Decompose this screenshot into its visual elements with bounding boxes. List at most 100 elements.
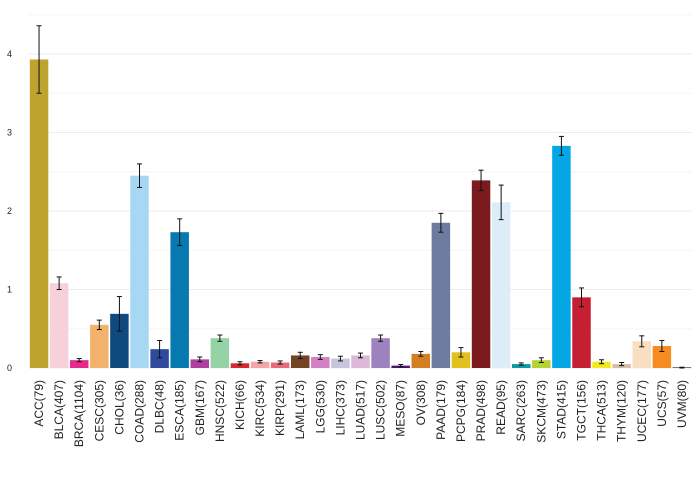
error-bar bbox=[579, 287, 584, 308]
bar-ucec bbox=[632, 341, 652, 368]
bar-blca bbox=[49, 283, 69, 368]
x-tick-label: BLCA(407) bbox=[52, 380, 66, 439]
x-tick-label: CESC(305) bbox=[92, 380, 106, 441]
error-bar bbox=[237, 361, 243, 366]
error-bar bbox=[438, 212, 444, 233]
error-bar bbox=[257, 360, 263, 364]
y-tick-label: 0 bbox=[7, 363, 12, 373]
bar-ucs bbox=[652, 346, 672, 368]
bar-tgct bbox=[572, 297, 591, 368]
bar-dlbc bbox=[150, 349, 169, 368]
bar-cesc bbox=[90, 324, 109, 368]
error-bar bbox=[558, 135, 564, 156]
error-bar bbox=[277, 360, 283, 365]
y-tick-label: 2 bbox=[7, 206, 12, 216]
x-tick-label: CHOL(36) bbox=[112, 380, 126, 435]
x-tick-label: PAAD(179) bbox=[434, 380, 448, 440]
bar-prad bbox=[471, 180, 491, 368]
x-tick-label: PRAD(498) bbox=[474, 380, 488, 441]
x-tick-label: THYM(120) bbox=[615, 380, 629, 442]
error-bars bbox=[36, 25, 685, 369]
x-tick-label: LAML(173) bbox=[293, 380, 307, 439]
error-bar bbox=[217, 334, 223, 342]
x-tick-label: TGCT(156) bbox=[575, 380, 589, 441]
x-tick-label: THCA(513) bbox=[595, 380, 609, 441]
bar-luad bbox=[351, 355, 370, 368]
error-bar bbox=[659, 340, 665, 353]
error-bar bbox=[478, 169, 484, 192]
x-tick-label: LGG(530) bbox=[313, 380, 327, 433]
x-tick-label: MESO(87) bbox=[394, 380, 408, 437]
x-tick-label: KICH(66) bbox=[233, 380, 247, 430]
bar-hnsc bbox=[210, 338, 230, 368]
bar-kirp bbox=[270, 362, 290, 368]
x-axis-ticks: ACC(79) BLCA(407) BRCA(1104) CESC(305) CHOL(… bbox=[32, 380, 689, 447]
x-tick-label: GBM(167) bbox=[193, 380, 207, 435]
error-bar bbox=[498, 184, 504, 221]
bar-stad bbox=[552, 145, 571, 368]
error-bar bbox=[538, 357, 544, 364]
x-tick-label: KIRC(534) bbox=[253, 380, 267, 437]
bar-thca bbox=[592, 361, 611, 368]
error-bar bbox=[639, 335, 645, 348]
error-bar bbox=[378, 334, 384, 342]
error-bar bbox=[36, 25, 42, 94]
x-tick-label: LUSC(502) bbox=[374, 380, 388, 440]
x-tick-label: SKCM(473) bbox=[534, 380, 548, 443]
bar-chol bbox=[110, 313, 129, 368]
x-tick-label: HNSC(522) bbox=[213, 380, 227, 442]
x-tick-label: UCEC(177) bbox=[635, 380, 649, 442]
bar-lgg bbox=[311, 357, 330, 368]
y-tick-label: 3 bbox=[7, 128, 12, 138]
bar-pcpg bbox=[451, 352, 471, 368]
x-tick-label: SARC(263) bbox=[514, 380, 528, 441]
error-bar bbox=[317, 354, 323, 360]
x-tick-label: OV(308) bbox=[414, 380, 428, 425]
error-bar bbox=[337, 355, 343, 362]
x-tick-label: BRCA(1104) bbox=[72, 380, 86, 447]
error-bar bbox=[398, 363, 404, 368]
bar-kirc bbox=[250, 361, 270, 368]
x-tick-label: ESCA(185) bbox=[173, 380, 187, 441]
error-bar bbox=[619, 362, 625, 367]
error-bar bbox=[358, 352, 363, 359]
bars bbox=[29, 59, 692, 369]
error-bar bbox=[137, 163, 142, 188]
y-tick-label: 1 bbox=[7, 285, 12, 295]
bar-brca bbox=[69, 360, 89, 368]
error-bar bbox=[177, 218, 183, 247]
error-bar bbox=[197, 356, 203, 363]
x-tick-label: LUAD(517) bbox=[354, 380, 368, 440]
x-tick-label: STAD(415) bbox=[554, 380, 568, 439]
error-bar bbox=[56, 276, 62, 290]
y-tick-label: 4 bbox=[7, 49, 12, 59]
x-tick-label: ACC(79) bbox=[32, 380, 46, 427]
error-bar bbox=[76, 358, 82, 363]
x-tick-label: READ(95) bbox=[494, 380, 508, 435]
bar-kich bbox=[230, 363, 250, 368]
bar-read bbox=[491, 202, 511, 368]
error-bar bbox=[116, 296, 122, 332]
x-tick-label: DLBC(48) bbox=[153, 380, 167, 433]
bar-paad bbox=[431, 222, 451, 368]
error-bar bbox=[679, 366, 685, 369]
error-bar bbox=[418, 351, 424, 357]
bar-gbm bbox=[190, 359, 210, 368]
bar-acc bbox=[29, 59, 49, 369]
bar-coad bbox=[130, 175, 149, 368]
bar-lusc bbox=[371, 338, 390, 368]
error-bar bbox=[518, 362, 524, 366]
bar-laml bbox=[290, 355, 310, 368]
error-bar bbox=[96, 319, 102, 331]
x-tick-label: UCS(57) bbox=[655, 380, 669, 427]
x-tick-label: COAD(288) bbox=[133, 380, 147, 443]
x-tick-label: PCPG(184) bbox=[454, 380, 468, 442]
bar-lihc bbox=[331, 358, 350, 368]
x-tick-label: UVM(80) bbox=[675, 380, 689, 428]
bar-esca bbox=[170, 232, 189, 368]
error-bar bbox=[157, 340, 163, 359]
error-bar bbox=[599, 359, 605, 365]
x-tick-label: KIRP(291) bbox=[273, 380, 287, 436]
